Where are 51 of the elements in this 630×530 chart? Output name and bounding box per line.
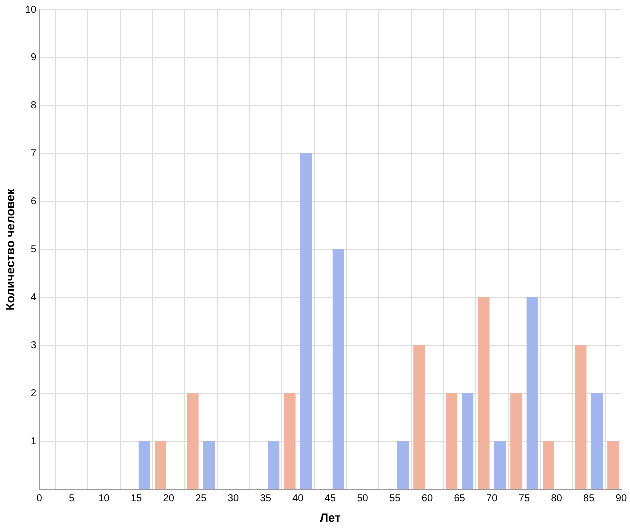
bar: [284, 393, 296, 490]
bar: [608, 441, 620, 490]
x-tick-label: 80: [551, 493, 563, 504]
bar: [300, 154, 312, 490]
x-tick-label: 75: [518, 493, 530, 504]
bar: [154, 441, 167, 490]
x-tick-label: 45: [324, 493, 336, 504]
bar: [478, 297, 490, 490]
y-tick-label: 2: [30, 388, 37, 400]
y-tick-label: 7: [30, 148, 37, 160]
bar: [575, 345, 587, 490]
x-tick-label: 40: [292, 493, 304, 504]
bar: [591, 393, 604, 490]
x-tick-label: 30: [228, 493, 240, 504]
bar: [332, 249, 344, 490]
x-tick-label: 35: [260, 493, 272, 504]
x-tick-label: 0: [36, 493, 43, 504]
x-tick-label: 15: [130, 493, 143, 504]
bar: [397, 441, 410, 490]
x-tick-label: 55: [390, 493, 402, 504]
x-tick-label: 10: [98, 493, 110, 504]
y-tick-label: 9: [30, 52, 37, 64]
bar: [462, 393, 474, 490]
y-tick-label: 1: [30, 436, 37, 448]
x-tick-label: 65: [454, 493, 466, 504]
x-tick-label: 85: [584, 493, 596, 504]
y-axis-title: Количество человек: [4, 188, 18, 311]
x-tick-label: 20: [163, 493, 175, 504]
y-tick-label: 6: [30, 196, 37, 208]
y-tick-label: 8: [30, 100, 37, 112]
bar: [268, 441, 280, 490]
y-tick-label: 3: [30, 340, 37, 352]
bar: [526, 297, 538, 490]
y-tick-label: 4: [30, 292, 37, 304]
x-tick-label: 50: [357, 493, 369, 504]
bar: [203, 441, 216, 490]
bar: [187, 393, 199, 490]
x-tick-label: 60: [422, 493, 434, 504]
bar: [510, 393, 522, 490]
y-tick-label: 5: [30, 244, 37, 256]
bar: [446, 393, 458, 490]
x-tick-label: 25: [196, 493, 208, 504]
x-tick-label: 70: [486, 493, 498, 504]
x-tick-label: 5: [69, 493, 76, 504]
bar: [414, 345, 426, 490]
bar: [138, 441, 150, 490]
bar: [494, 441, 506, 490]
bar: [542, 441, 555, 490]
x-tick-label: 90: [616, 493, 628, 504]
y-tick-label: 10: [25, 4, 37, 16]
x-axis-title: Лет: [320, 511, 342, 526]
